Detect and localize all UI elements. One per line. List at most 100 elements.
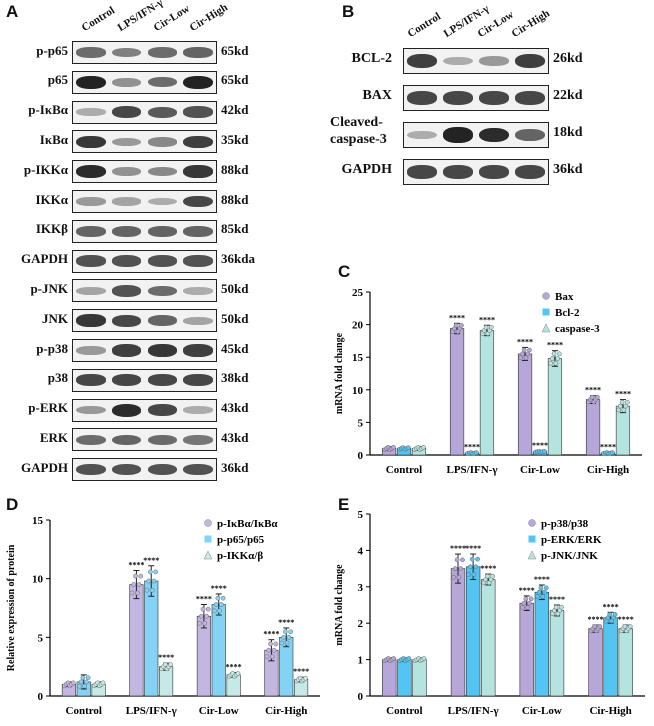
blot-band [111, 314, 142, 327]
blot-label-erk: ERK [39, 429, 68, 445]
x-tick-label: Control [66, 705, 102, 717]
significance-label: **** [449, 313, 465, 322]
panel-letter-e: E [338, 495, 350, 514]
blot-band [183, 316, 213, 325]
data-point [483, 324, 489, 330]
bar-p-p65-p65 [211, 604, 226, 697]
bar-p-erk-erk [397, 659, 412, 697]
x-tick-label: LPS/IFN-γ [126, 705, 177, 717]
bar-p-jnk-jnk [618, 628, 633, 697]
significance-label: **** [585, 386, 601, 395]
data-point [460, 557, 465, 563]
data-point [264, 654, 270, 659]
y-tick-label: 5 [358, 417, 364, 429]
data-point [134, 590, 140, 596]
blot-band [76, 165, 106, 179]
y-axis-label: Relative expression of protein [6, 544, 17, 671]
blot-band [443, 165, 473, 179]
blot-band [76, 197, 106, 206]
data-point [540, 594, 546, 599]
blot-band [111, 285, 142, 297]
bar-p-erk-erk [465, 566, 481, 697]
data-point [153, 569, 158, 575]
y-tick-label: 3 [358, 582, 364, 594]
chart-c-mrna-fold-change: 0 5 10 15 20 25 mRNA fold change Control LPS/IFN… [334, 287, 642, 476]
data-point [607, 612, 613, 617]
significance-label: **** [158, 653, 174, 662]
significance-label: **** [479, 315, 495, 324]
blot-kd-p-p38: 45kd [221, 340, 249, 356]
y-tick-label: 0 [358, 450, 364, 462]
blot-band [479, 91, 509, 105]
chart-d-relative-protein-expression: 0 5 10 15 Relative expression of protein Cont… [6, 515, 320, 717]
blot-band [407, 91, 437, 105]
data-point [148, 569, 153, 575]
data-point [617, 403, 623, 409]
blot-band [515, 128, 545, 142]
blot-band [147, 77, 178, 88]
blot-band [183, 106, 213, 118]
blot-band [147, 463, 178, 476]
data-point [625, 399, 630, 405]
data-point [619, 399, 625, 405]
significance-label: **** [196, 594, 212, 603]
data-point [391, 444, 396, 450]
data-point [523, 355, 529, 361]
blot-band [111, 374, 142, 387]
legend-label: caspase-3 [555, 323, 600, 335]
blot-label-gapdh: GAPDH [21, 251, 68, 267]
data-point [406, 656, 412, 661]
blot-band [111, 197, 142, 206]
data-point [473, 564, 479, 570]
blot-band [407, 54, 437, 68]
data-point [597, 624, 603, 629]
data-point [78, 679, 84, 685]
data-point [70, 680, 76, 686]
bar-caspase-3 [479, 330, 495, 456]
data-point [452, 566, 458, 571]
data-point [528, 596, 534, 602]
data-point [525, 605, 530, 610]
blot-band [111, 137, 142, 147]
data-point [197, 620, 202, 626]
significance-label: **** [603, 602, 619, 611]
blot-band [183, 434, 213, 445]
blot-band [76, 434, 106, 446]
data-point [138, 573, 144, 579]
significance-label: **** [143, 556, 159, 565]
blot-strip-gapdh [72, 458, 217, 482]
western-blot-panel-b: Control LPS/IFN-γ Cir-Low Cir-High BCL-2… [330, 0, 654, 190]
data-point [286, 634, 292, 640]
bar-bax [449, 328, 465, 456]
blot-band [111, 255, 142, 267]
significance-label: **** [534, 575, 550, 584]
data-point [627, 624, 633, 629]
bar-p-i-b-i-b [129, 584, 144, 697]
blot-label-ikk: IKKβ [35, 221, 68, 237]
significance-label: **** [211, 584, 227, 593]
data-point [266, 647, 272, 653]
legend-label: Bcl-2 [555, 307, 580, 319]
chart-e-mrna-fold-change: 0 1 2 3 4 5 mRNA fold change Control LPS/IFN-γ **… [334, 509, 645, 717]
data-point [538, 585, 544, 591]
blot-band [111, 463, 142, 476]
significance-label: **** [450, 544, 466, 553]
legend-label: p-IκBα/IκBα [217, 518, 278, 530]
data-point [551, 351, 557, 357]
data-point [521, 347, 527, 353]
blot-kd-jnk: 50kd [221, 310, 249, 326]
x-tick-label: Cir-High [265, 705, 307, 717]
significance-label: **** [293, 667, 309, 676]
legend-label: p-JNK/JNK [541, 550, 598, 562]
data-point [542, 589, 547, 595]
data-point [281, 634, 286, 640]
blot-kd-p38: 38kd [221, 370, 249, 386]
blot-strip-p38 [72, 368, 217, 392]
blot-band [147, 374, 178, 387]
legend-marker [528, 535, 536, 543]
data-point [459, 323, 464, 328]
blot-band [147, 137, 178, 147]
data-point [217, 608, 222, 614]
data-point [549, 356, 555, 361]
data-point [621, 407, 627, 413]
